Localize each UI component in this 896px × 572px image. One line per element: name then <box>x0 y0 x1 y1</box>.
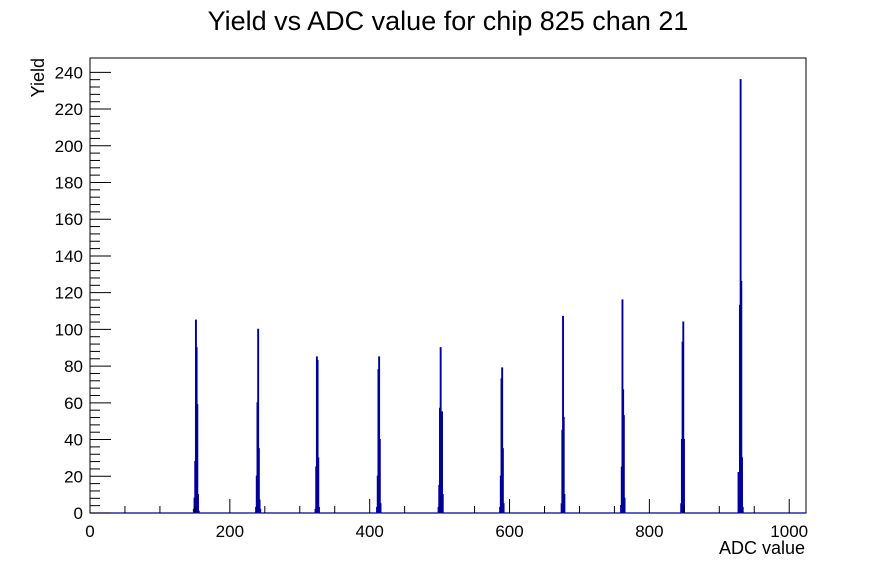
histogram-bin <box>501 448 504 513</box>
histogram-bin <box>258 499 261 513</box>
histogram-bin <box>683 438 685 513</box>
x-tick-label: 800 <box>635 522 663 541</box>
y-tick-label: 200 <box>55 137 83 156</box>
histogram-bin <box>741 506 744 513</box>
histogram-bin <box>379 503 382 513</box>
histogram-bin <box>501 367 504 513</box>
y-tick-label: 160 <box>55 210 83 229</box>
histogram-bin <box>257 328 260 513</box>
x-tick-label: 400 <box>356 522 384 541</box>
x-axis-label: ADC value <box>719 538 805 558</box>
x-tick-label: 0 <box>85 522 94 541</box>
chart-title: Yield vs ADC value for chip 825 chan 21 <box>208 6 689 36</box>
histogram-bin <box>441 411 444 513</box>
histogram-bin <box>562 416 565 513</box>
y-tick-label: 140 <box>55 247 83 266</box>
histogram-bin <box>378 438 381 513</box>
histogram-bin <box>316 359 319 513</box>
y-tick-label: 60 <box>64 394 83 413</box>
y-tick-label: 20 <box>64 467 83 486</box>
x-tick-label: 1000 <box>770 522 808 541</box>
histogram-bin <box>622 415 625 513</box>
histogram-bin <box>259 508 262 513</box>
y-tick-label: 240 <box>55 63 83 82</box>
histogram-bin <box>682 321 685 513</box>
y-tick-label: 80 <box>64 357 83 376</box>
histogram-bin <box>623 497 626 513</box>
y-tick-label: 180 <box>55 173 83 192</box>
y-tick-label: 0 <box>74 504 83 523</box>
histogram-bin <box>562 315 564 513</box>
histogram-bin <box>196 404 199 513</box>
histogram-bin <box>741 457 743 513</box>
histogram-bin <box>318 506 320 513</box>
histogram-bin <box>317 457 320 513</box>
histogram-bin <box>257 448 260 513</box>
histogram-bin <box>441 494 444 513</box>
histogram-bin <box>737 472 740 513</box>
x-tick-label: 200 <box>216 522 244 541</box>
histogram-bin <box>197 510 200 513</box>
x-tick-label: 600 <box>495 522 523 541</box>
histogram-bin <box>502 503 505 513</box>
histogram-bin <box>378 356 381 513</box>
y-tick-label: 40 <box>64 431 83 450</box>
histogram-bin <box>740 281 743 513</box>
y-tick-label: 120 <box>55 284 83 303</box>
y-axis-label: Yield <box>28 58 48 97</box>
y-tick-label: 220 <box>55 100 83 119</box>
histogram-bin <box>197 494 199 513</box>
histogram-bin <box>563 494 566 513</box>
y-tick-label: 100 <box>55 320 83 339</box>
